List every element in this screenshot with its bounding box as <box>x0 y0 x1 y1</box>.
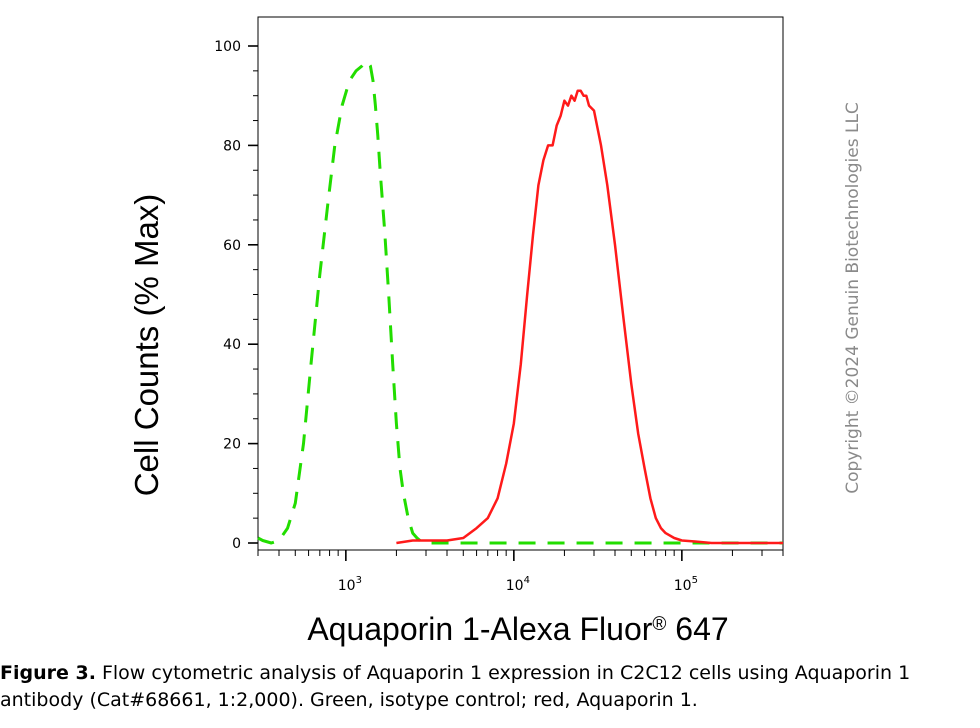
x-axis-title-registered: ® <box>652 614 666 635</box>
x-tick-base: 10 <box>338 578 356 594</box>
x-axis-title-main: Aquaporin 1-Alexa Fluor <box>307 611 652 647</box>
y-tick-label: 60 <box>223 238 241 254</box>
figure-caption: Figure 3. Flow cytometric analysis of Aq… <box>0 660 975 714</box>
x-tick-exponent: 3 <box>356 575 362 586</box>
x-tick-base: 10 <box>506 578 524 594</box>
y-axis-title: Cell Counts (% Max) <box>128 194 165 497</box>
x-tick-exponent: 5 <box>692 575 698 586</box>
caption-label: Figure 3. <box>0 662 96 684</box>
x-tick-label: 103 <box>338 575 362 594</box>
y-axis-ticks: 0 20 40 60 80 100 <box>214 39 258 552</box>
x-tick-exponent: 4 <box>524 575 530 586</box>
plot-frame <box>257 16 784 551</box>
copyright-watermark: Copyright ©2024 Genuin Biotechnologies L… <box>843 102 863 494</box>
y-tick-label: 40 <box>223 337 241 353</box>
caption-text: Flow cytometric analysis of Aquaporin 1 … <box>0 662 911 711</box>
y-tick-label: 80 <box>223 138 241 154</box>
y-tick-label: 100 <box>214 39 241 55</box>
x-tick-label: 104 <box>506 575 530 594</box>
x-axis-ticks: 103 104 105 <box>257 550 784 594</box>
x-tick-label: 105 <box>674 575 698 594</box>
series-line-1 <box>257 59 783 545</box>
series-layer <box>257 59 783 545</box>
x-axis-title-suffix: 647 <box>666 611 728 647</box>
x-axis-title: Aquaporin 1-Alexa Fluor® 647 <box>307 611 728 647</box>
x-tick-base: 10 <box>674 578 692 594</box>
series-line-2 <box>396 89 783 545</box>
y-tick-label: 0 <box>232 536 241 552</box>
y-tick-label: 20 <box>223 437 241 453</box>
